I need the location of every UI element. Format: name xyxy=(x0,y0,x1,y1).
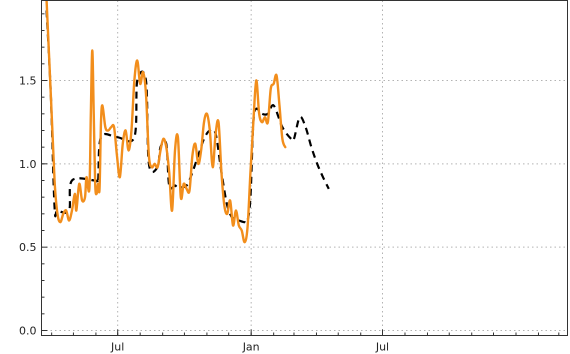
tick-labels: 0.0 0.5 1.0 1.5 Jul Jan Jul xyxy=(19,75,389,354)
y-tick-label: 1.5 xyxy=(19,75,37,88)
plot-frame xyxy=(41,0,568,336)
series-line-solid xyxy=(45,0,287,244)
x-tick-label: Jul xyxy=(375,341,389,354)
y-tick-label: 0.5 xyxy=(19,241,37,254)
series-lines xyxy=(45,0,330,244)
x-tick-label: Jul xyxy=(110,341,124,354)
y-tick-label: 1.0 xyxy=(19,158,37,171)
y-tick-label: 0.0 xyxy=(19,325,37,338)
x-tick-label: Jan xyxy=(242,341,260,354)
